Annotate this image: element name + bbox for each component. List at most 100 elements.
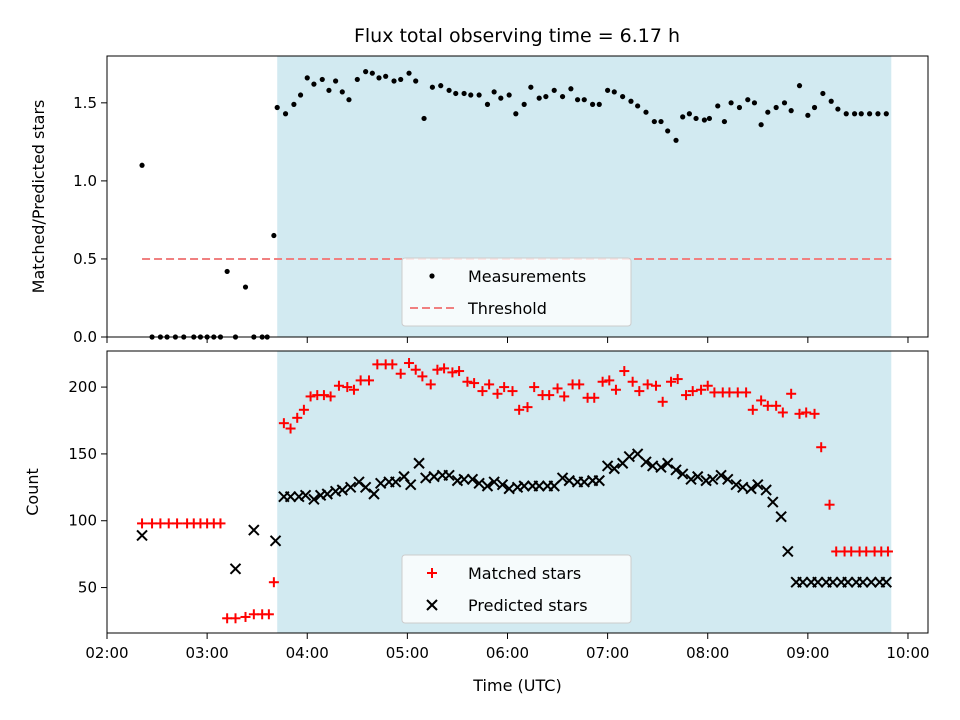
ratio-panel-x-ticks — [106, 337, 909, 343]
measurement-point — [297, 92, 304, 98]
predicted-star-point-b — [269, 535, 282, 547]
matched-star-point — [597, 376, 608, 387]
legend-predicted-marker-b — [426, 599, 438, 611]
predicted-star-point — [685, 473, 697, 486]
matched-star-point — [410, 364, 421, 375]
measurement-point — [866, 111, 873, 117]
measurement-point — [274, 104, 280, 111]
matched-star-point — [741, 387, 752, 398]
predicted-star-point-b — [752, 478, 764, 491]
predicted-star-point-b — [812, 576, 824, 588]
predicted-star-point — [344, 481, 357, 494]
predicted-star-point — [692, 470, 704, 483]
predicted-star-point — [473, 477, 485, 490]
matched-star-point — [709, 387, 720, 398]
predicted-star-point-b — [685, 473, 697, 486]
measurement-point — [635, 103, 641, 109]
measurement-point — [611, 89, 617, 95]
measurement-point — [224, 268, 230, 275]
y-tick-label: 150 — [68, 445, 97, 463]
measurement-point — [521, 101, 527, 107]
measurement-point — [843, 111, 849, 117]
predicted-star-point-b — [676, 468, 689, 480]
predicted-star-point — [458, 473, 470, 486]
predicted-star-point-b — [578, 476, 590, 488]
measurement-point — [781, 100, 788, 106]
predicted-star-point — [488, 476, 500, 488]
x-tick-label: 10:00 — [886, 644, 929, 662]
measurement-point — [605, 87, 611, 93]
measurement-point — [491, 89, 497, 95]
matched-star-point — [687, 386, 698, 397]
legend-measurements-marker — [429, 273, 435, 279]
predicted-star-point — [601, 460, 614, 472]
matched-star-point — [882, 546, 893, 557]
count-panel-y-axis-label: Count — [23, 468, 42, 516]
predicted-star-point-b — [623, 450, 636, 463]
predicted-star-point-b — [398, 470, 410, 483]
predicted-star-point — [496, 478, 509, 491]
predicted-star-point-b — [655, 461, 667, 473]
matched-star-point — [747, 404, 758, 415]
matched-star-point — [627, 376, 638, 387]
matched-star-point — [846, 546, 857, 557]
predicted-star-point — [269, 535, 282, 547]
measurement-point — [851, 111, 858, 117]
matched-star-point — [559, 391, 570, 402]
matched-star-point — [681, 390, 692, 401]
predicted-star-point — [389, 476, 402, 488]
predicted-star-point — [466, 473, 479, 486]
predicted-star-point-b — [533, 480, 545, 492]
matched-star-point — [147, 518, 158, 529]
matched-star-point — [574, 379, 585, 390]
measurement-point — [559, 93, 566, 100]
matched-star-point — [544, 390, 555, 401]
measurement-point — [765, 109, 771, 115]
predicted-star-point — [715, 469, 727, 482]
matched-star-point — [278, 418, 289, 429]
measurement-point — [528, 84, 534, 90]
matched-star-point — [240, 611, 251, 622]
measurement-point — [291, 101, 297, 107]
matched-star-point — [642, 379, 653, 390]
matched-star-point — [318, 390, 329, 401]
predicted-star-point-b — [496, 478, 509, 491]
measurement-point — [453, 90, 459, 97]
measurement-point — [391, 78, 397, 84]
ratio-panel-y-axis-label: Matched/Predicted stars — [29, 100, 48, 294]
measurement-point — [745, 97, 751, 103]
measurement-point — [429, 84, 435, 90]
matched-star-point — [222, 613, 233, 624]
predicted-star-point-b — [745, 482, 757, 495]
matched-star-point — [172, 518, 183, 529]
predicted-star-point — [136, 529, 148, 542]
predicted-star-point-b — [359, 481, 372, 494]
predicted-star-point-b — [321, 488, 333, 500]
measurement-point — [673, 137, 679, 143]
measurement-point — [543, 93, 549, 100]
measurement-point — [438, 83, 444, 89]
predicted-star-point — [676, 468, 689, 480]
matched-star-point — [672, 374, 683, 385]
matched-star-point — [333, 380, 344, 391]
predicted-star-point-b — [631, 448, 644, 460]
matched-star-point — [604, 375, 615, 386]
y-tick-label: 0.0 — [73, 328, 97, 346]
x-tick-label: 08:00 — [686, 644, 729, 662]
predicted-star-point-b — [299, 489, 312, 502]
legend-label: Predicted stars — [468, 596, 588, 615]
predicted-star-point-b — [640, 456, 652, 468]
predicted-star-point-b — [760, 484, 772, 496]
matched-star-point — [477, 386, 488, 397]
predicted-star-point-b — [827, 576, 839, 588]
predicted-star-point-b — [722, 473, 734, 486]
matched-star-point — [696, 384, 707, 395]
y-tick-label: 1.5 — [73, 94, 97, 112]
y-tick-label: 100 — [68, 512, 97, 530]
measurement-point — [406, 70, 412, 76]
measurement-point — [721, 118, 728, 125]
measurement-point — [858, 111, 864, 117]
predicted-star-point-b — [797, 576, 809, 588]
measurement-point — [413, 78, 419, 84]
matched-star-point — [137, 518, 148, 529]
